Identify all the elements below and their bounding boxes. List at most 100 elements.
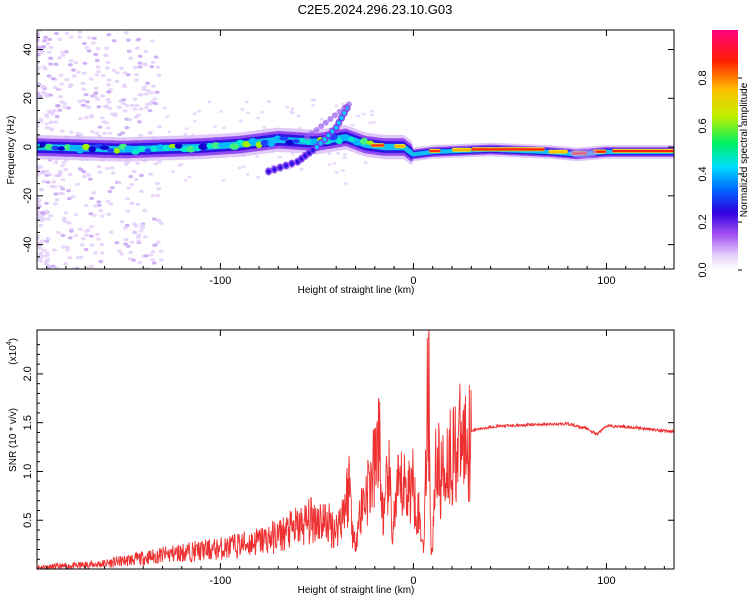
noise-point [37, 173, 40, 177]
branch-point [318, 123, 325, 130]
noise-point [143, 49, 149, 54]
noise-point [96, 105, 102, 109]
noise-point [285, 106, 290, 109]
noise-point [106, 90, 112, 94]
colorbar-gradient [712, 30, 738, 270]
noise-point [48, 214, 54, 218]
noise-point [158, 249, 164, 253]
ridge-blob [291, 139, 301, 144]
noise-point [103, 53, 109, 57]
noise-point [84, 115, 89, 120]
y-tick-label: -20 [22, 188, 34, 204]
ridge-blob [57, 146, 66, 151]
noise-point [52, 85, 58, 89]
branch-core [278, 165, 283, 170]
noise-point [88, 177, 93, 181]
ridge-blob [299, 137, 306, 143]
noise-point [184, 127, 189, 130]
snr-y-label: SNR (10 * v/v) [8, 408, 19, 472]
branch-core [318, 141, 323, 146]
noise-point [86, 49, 92, 53]
noise-point [91, 191, 97, 195]
noise-point [207, 100, 212, 104]
noise-point [62, 105, 67, 109]
noise-point [149, 39, 155, 43]
branch-point [341, 105, 348, 111]
noise-point [73, 233, 79, 238]
noise-point [128, 56, 134, 60]
spectrogram-y-label: Frequency (Hz) [6, 116, 17, 185]
noise-point [44, 201, 49, 205]
ridge-blob [335, 138, 343, 145]
noise-point [96, 70, 101, 74]
noise-point [84, 233, 89, 237]
noise-point [156, 219, 162, 223]
noise-point [369, 113, 374, 117]
colorbar-ticks: 0.0 0.2 0.4 0.6 0.8 [697, 70, 742, 278]
noise-point [43, 35, 48, 40]
noise-point [139, 223, 145, 227]
noise-point [94, 73, 100, 77]
noise-point [127, 257, 133, 261]
noise-point [148, 253, 154, 257]
noise-point [105, 166, 110, 170]
noise-point [53, 174, 59, 178]
noise-point [101, 120, 107, 124]
branch-core [336, 120, 341, 125]
noise-point [68, 229, 74, 233]
noise-point [67, 173, 73, 177]
noise-point [119, 66, 124, 70]
noise-point [143, 235, 148, 239]
noise-point [82, 174, 87, 179]
noise-point [151, 217, 157, 221]
ridge-blob [99, 145, 110, 150]
noise-point [90, 41, 96, 45]
noise-point [57, 37, 63, 42]
noise-point [96, 165, 102, 169]
noise-point [311, 104, 316, 107]
noise-point [38, 165, 44, 169]
noise-point [157, 125, 163, 129]
noise-point [363, 161, 368, 165]
noise-point [153, 162, 159, 166]
noise-point [149, 65, 155, 69]
noise-point [37, 92, 41, 96]
spectrogram-x-label: Height of straight line (km) [298, 285, 415, 296]
noise-point [66, 189, 71, 193]
noise-point [44, 122, 49, 126]
ridge-blob [44, 143, 54, 151]
noise-point [106, 33, 112, 37]
x-tick-label: -100 [209, 275, 231, 287]
noise-point [60, 245, 66, 249]
noise-point [327, 163, 332, 166]
noise-point [48, 93, 53, 97]
noise-point [370, 109, 375, 113]
noise-point [77, 30, 83, 34]
noise-point [142, 209, 148, 213]
noise-point [44, 169, 50, 173]
ridge-blob [69, 145, 79, 150]
noise-point [132, 97, 138, 101]
noise-point [145, 81, 151, 85]
noise-point [62, 101, 68, 105]
noise-point [66, 106, 71, 110]
noise-point [105, 199, 111, 203]
noise-point [137, 61, 143, 65]
noise-point [94, 58, 100, 63]
noise-point [40, 254, 46, 258]
snr-plot-area [37, 330, 674, 569]
noise-point [37, 49, 40, 53]
noise-point [46, 217, 51, 221]
noise-point [37, 208, 40, 212]
noise-point [38, 187, 44, 191]
noise-point [89, 196, 94, 201]
noise-point [41, 179, 47, 183]
noise-point [56, 230, 61, 235]
noise-point [44, 126, 50, 130]
noise-point [71, 74, 77, 78]
ridge-blob [107, 148, 115, 153]
branch-point [327, 116, 334, 122]
noise-point [94, 232, 100, 237]
noise-point [109, 186, 115, 190]
noise-point [137, 261, 143, 265]
